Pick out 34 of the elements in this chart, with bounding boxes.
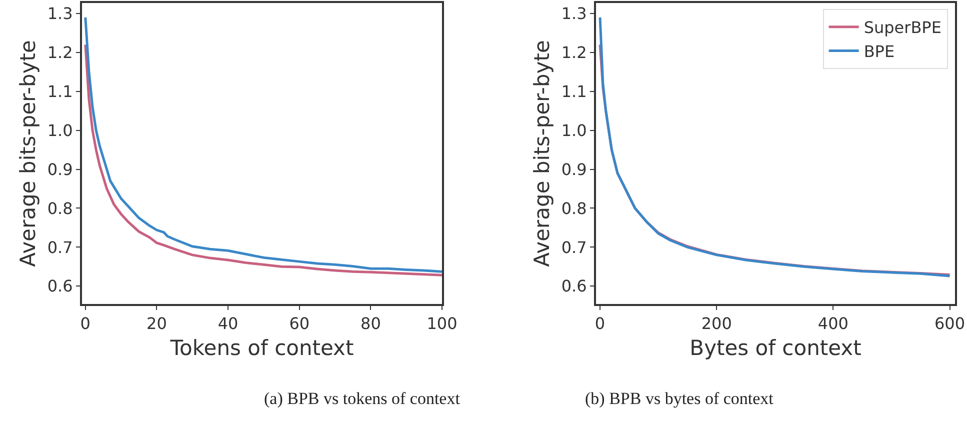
y-tick-label: 0.9 — [47, 160, 73, 179]
y-tick-label: 1.0 — [47, 120, 73, 140]
x-tick-label: 400 — [818, 314, 848, 334]
y-axis-title: Average bits-per-byte — [530, 40, 554, 267]
x-tick-label: 600 — [934, 314, 966, 334]
y-tick-label: 0.7 — [47, 238, 73, 257]
legend-label: BPE — [864, 42, 895, 61]
x-axis-title: Tokens of context — [169, 336, 354, 360]
y-tick-label: 0.7 — [561, 238, 587, 257]
y-tick-label: 1.1 — [561, 82, 587, 101]
y-tick-label: 1.3 — [47, 4, 73, 24]
y-tick-label: 0.8 — [47, 198, 73, 218]
text: (a) BPB vs tokens of context — [264, 389, 460, 408]
x-tick-label: 200 — [701, 314, 732, 334]
legend-label: SuperBPE — [864, 18, 942, 38]
y-tick-label: 1.2 — [47, 43, 73, 62]
y-axis-title: Average bits-per-byte — [16, 40, 40, 267]
text: (b) BPB vs bytes of context — [585, 389, 774, 408]
y-tick-label: 1.0 — [561, 120, 587, 140]
x-tick-label: 20 — [146, 314, 167, 334]
x-tick-label: 40 — [218, 314, 238, 334]
y-tick-label: 1.3 — [561, 4, 587, 24]
y-tick-label: 0.9 — [561, 160, 587, 179]
y-tick-label: 1.2 — [561, 43, 587, 62]
y-tick-label: 1.1 — [47, 82, 73, 101]
x-tick-label: 0 — [80, 314, 90, 334]
x-tick-label: 60 — [289, 314, 310, 334]
x-tick-label: 0 — [594, 314, 606, 334]
x-tick-label: 100 — [426, 314, 458, 334]
x-tick-label: 80 — [360, 314, 381, 334]
y-tick-label: 0.6 — [561, 276, 587, 296]
y-tick-label: 0.8 — [561, 198, 587, 218]
y-tick-label: 0.6 — [47, 276, 73, 296]
x-axis-title: Bytes of context — [690, 336, 862, 360]
